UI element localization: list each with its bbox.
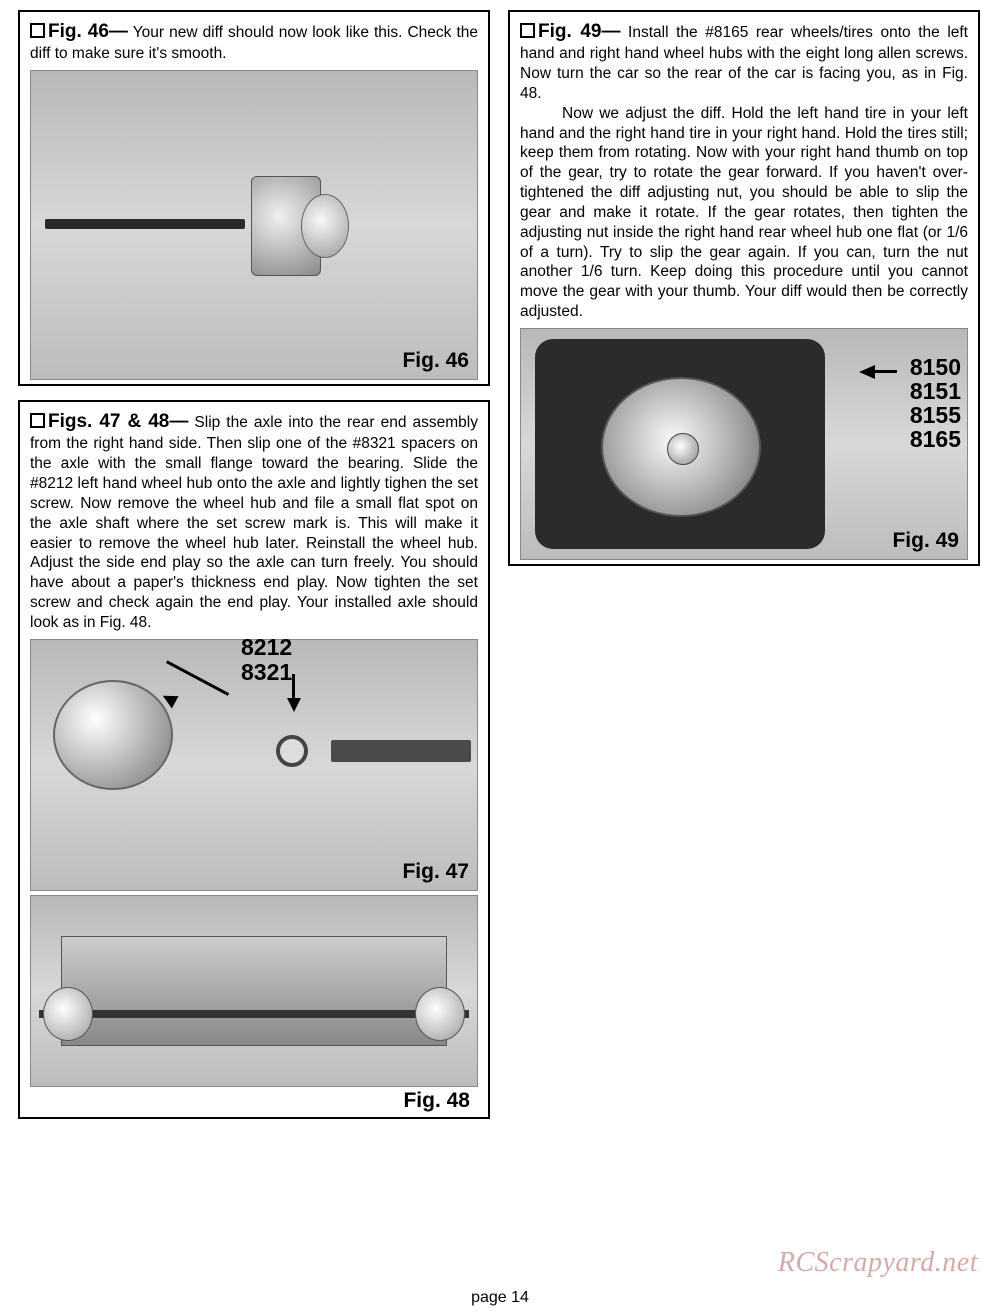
page-number: page 14 [0,1289,1000,1307]
watermark: RCScrapyard.net [778,1247,978,1279]
arrow-left-icon [859,365,875,379]
spacer47-graphic [276,735,308,767]
checkbox-icon [30,23,45,38]
fig47-caption: Fig. 47 [402,860,469,884]
fig49-body2: Now we adjust the diff. Hold the left ha… [520,105,968,320]
axle48-graphic [39,1010,469,1018]
axle-shaft-graphic [45,219,245,229]
diff-hub-graphic [231,176,341,276]
fig46-text: Fig. 46— Your new diff should now look l… [30,20,478,64]
shaft47-graphic [331,740,471,762]
fig48-caption: Fig. 48 [30,1087,478,1113]
fig49-text2: Now we adjust the diff. Hold the left ha… [520,104,968,322]
checkbox-icon [30,413,45,428]
part-8212-label: 8212 [241,635,292,659]
fig46-heading: Fig. 46— [48,21,128,42]
fig46-caption: Fig. 46 [402,349,469,373]
fig47-48-heading: Figs. 47 & 48— [48,411,188,432]
left-column: Fig. 46— Your new diff should now look l… [18,10,490,1119]
fig47-48-text: Figs. 47 & 48— Slip the axle into the re… [30,410,478,633]
right-column: Fig. 49— Install the #8165 rear wheels/t… [508,10,980,1119]
arrow-icon [166,660,236,700]
block-fig49: Fig. 49— Install the #8165 rear wheels/t… [508,10,980,566]
fig49-photo: 8150 8151 8155 8165 Fig. 49 [520,328,968,560]
chassis-graphic [61,936,447,1046]
hubnut-graphic [667,433,699,465]
checkbox-icon [520,23,535,38]
hub-disc-graphic [301,194,349,258]
fig49-text1: Fig. 49— Install the #8165 rear wheels/t… [520,20,968,104]
arrow-down-icon [287,698,301,712]
hub48-right-graphic [415,987,465,1041]
fig49-parts-label: 8150 8151 8155 8165 [910,355,961,452]
block-fig47-48: Figs. 47 & 48— Slip the axle into the re… [18,400,490,1119]
fig49-heading: Fig. 49— [538,21,620,42]
fig49-caption: Fig. 49 [892,529,959,553]
hub47-graphic [53,680,173,790]
page-columns: Fig. 46— Your new diff should now look l… [18,10,982,1119]
part-8321-label: 8321 [241,660,292,684]
fig46-photo: Fig. 46 [30,70,478,380]
hub48-left-graphic [43,987,93,1041]
fig47-photo: 8212 8321 Fig. 47 [30,639,478,891]
fig48-photo [30,895,478,1087]
fig47-48-body: Slip the axle into the rear end assembly… [30,414,478,631]
block-fig46: Fig. 46— Your new diff should now look l… [18,10,490,386]
